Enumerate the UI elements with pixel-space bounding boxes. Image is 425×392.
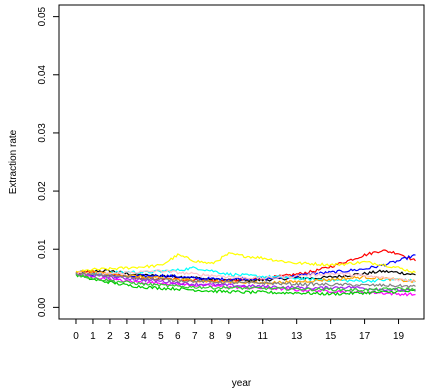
x-tick-label: 17 [359, 331, 371, 342]
x-tick-label: 11 [258, 331, 269, 342]
series-line-11 [75, 273, 416, 292]
y-tick-label: 0.02 [37, 181, 48, 201]
series-line-12 [75, 272, 416, 289]
y-tick-label: 0.03 [37, 123, 48, 143]
series-line-8 [75, 269, 416, 285]
y-tick-label: 0.01 [37, 239, 48, 259]
x-tick-label: 9 [226, 331, 232, 342]
series-line-4 [75, 251, 416, 274]
x-tick-label: 7 [192, 331, 198, 342]
x-tick-label: 15 [325, 331, 337, 342]
x-tick-label: 19 [393, 331, 405, 342]
x-tick-label: 5 [158, 331, 164, 342]
x-tick-label: 3 [124, 331, 130, 342]
x-tick-label: 8 [209, 331, 215, 342]
x-tick-label: 2 [107, 331, 113, 342]
series-line-5 [75, 266, 416, 284]
series-line-10 [75, 269, 416, 283]
plot-frame [58, 4, 425, 320]
y-axis-title: Extraction rate [8, 129, 19, 194]
x-tick-label: 4 [141, 331, 147, 342]
x-tick-label: 13 [291, 331, 303, 342]
x-tick-label: 0 [73, 331, 79, 342]
x-tick-label: 6 [175, 331, 181, 342]
y-tick-label: 0.00 [37, 297, 48, 317]
y-axis: 0.00 0.01 0.02 0.03 0.04 0.05 [37, 6, 59, 317]
x-tick-label: 1 [90, 331, 96, 342]
y-tick-label: 0.05 [37, 6, 48, 26]
series-line-7 [75, 273, 416, 297]
y-tick-label: 0.04 [37, 65, 48, 85]
x-axis: 0 1 2 3 4 5 6 7 8 9 11 13 15 17 19 [73, 319, 405, 342]
x-axis-title: year [232, 378, 252, 389]
series-group [75, 249, 416, 297]
